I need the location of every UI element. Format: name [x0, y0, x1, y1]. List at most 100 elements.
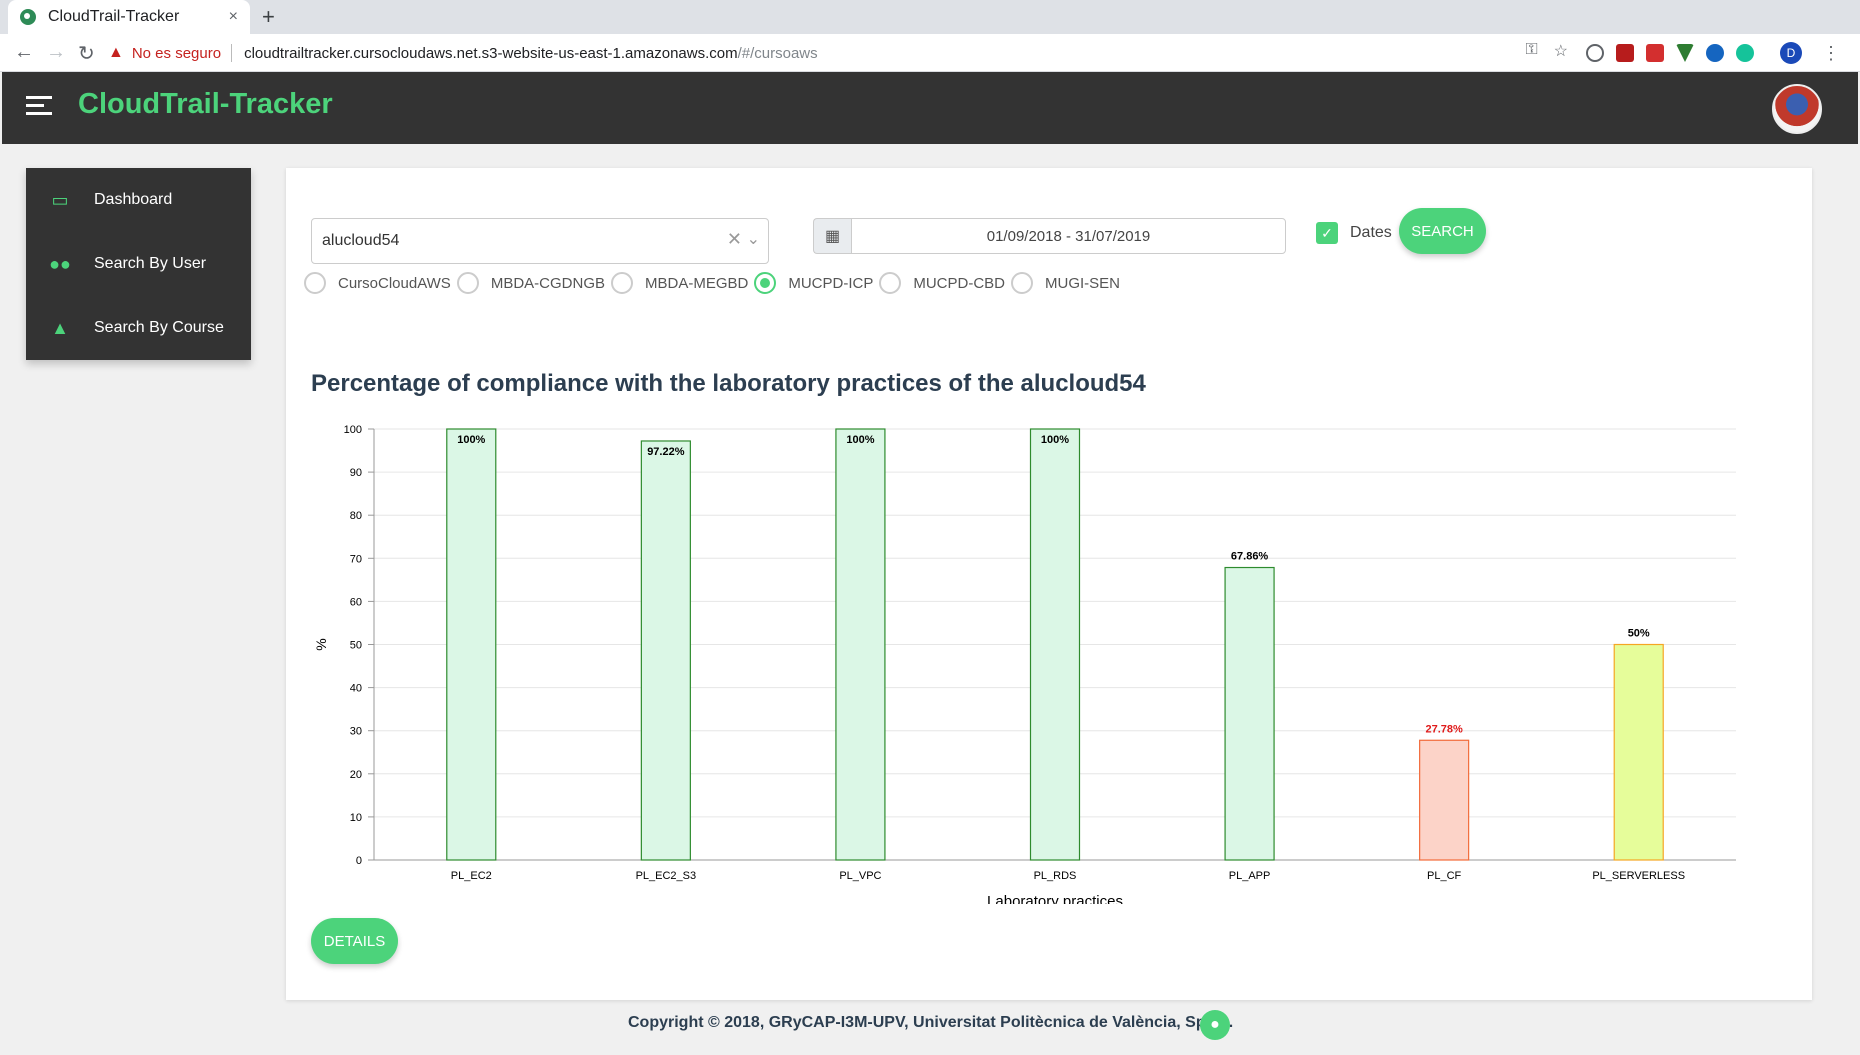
- radio-circle[interactable]: [611, 272, 633, 294]
- radio-mucpd-cbd[interactable]: MUCPD-CBD: [879, 272, 1005, 294]
- extension-red-icon[interactable]: [1616, 44, 1634, 62]
- course-radio-group: CursoCloudAWS MBDA-CGDNGB MBDA-MEGBD MUC…: [304, 272, 1126, 294]
- extension-blue-icon[interactable]: [1706, 44, 1724, 62]
- data-label: 67.86%: [1231, 551, 1269, 563]
- y-tick-label: 20: [350, 769, 362, 781]
- user-select[interactable]: alucloud54 ✕ ⌄: [311, 218, 769, 264]
- y-tick-label: 40: [350, 683, 362, 695]
- menu-toggle-icon[interactable]: [26, 96, 52, 118]
- calendar-icon[interactable]: ▦: [813, 218, 851, 254]
- radio-circle[interactable]: [456, 272, 479, 294]
- new-tab-button[interactable]: +: [262, 4, 275, 29]
- app-brand[interactable]: CloudTrail-Tracker: [78, 88, 333, 120]
- tab-title: CloudTrail-Tracker: [48, 8, 180, 25]
- extension-grammarly-icon[interactable]: [1736, 44, 1754, 62]
- x-tick-label: PL_CF: [1427, 870, 1462, 882]
- x-axis-title: Laboratory practices: [987, 893, 1123, 904]
- sidebar-item-dashboard[interactable]: ▭ Dashboard: [26, 168, 251, 232]
- details-button[interactable]: DETAILS: [311, 918, 398, 964]
- radio-mucpd-icp[interactable]: MUCPD-ICP: [754, 272, 873, 294]
- github-icon[interactable]: ●: [1200, 1010, 1230, 1040]
- compliance-bar-chart: 0 10 20 30 40 50 60 70 80 90 100 100% PL_EC2 97.22% PL…: [313, 424, 1736, 904]
- data-label: 27.78%: [1425, 723, 1463, 735]
- data-label: 50%: [1628, 628, 1650, 640]
- radio-mugi-sen[interactable]: MUGI-SEN: [1011, 272, 1120, 294]
- dates-checkbox[interactable]: ✓ Dates: [1316, 222, 1392, 244]
- bookmark-star-icon[interactable]: ☆: [1553, 43, 1568, 60]
- sidebar-item-label: Search By Course: [94, 319, 224, 336]
- radio-mbda-cgdngb[interactable]: MBDA-CGDNGB: [456, 272, 605, 294]
- data-label: 100%: [457, 434, 485, 446]
- chevron-down-icon[interactable]: ⌄: [746, 231, 760, 248]
- tab-close-icon[interactable]: ×: [228, 8, 238, 25]
- radio-label: MBDA-MEGBD: [645, 274, 749, 292]
- bar: [446, 428, 497, 861]
- bar: [1029, 428, 1081, 861]
- users-icon: ●●: [49, 253, 71, 274]
- bar: [835, 428, 886, 861]
- url-path: /#/cursoaws: [737, 44, 818, 62]
- chart-title: Percentage of compliance with the labora…: [311, 370, 1146, 397]
- warning-icon: ▲: [108, 44, 124, 61]
- admin-avatar[interactable]: [1772, 84, 1822, 134]
- app-header: CloudTrail-Tracker: [2, 72, 1858, 144]
- y-tick-label: 0: [356, 855, 362, 867]
- radio-label: MUCPD-CBD: [913, 274, 1006, 292]
- radio-circle[interactable]: [304, 272, 326, 294]
- y-tick-label: 50: [350, 640, 362, 652]
- extension-sync-icon[interactable]: [1586, 44, 1604, 62]
- radio-circle[interactable]: [754, 272, 777, 294]
- url-field[interactable]: ▲ No es seguro cloudtrailtracker.cursocl…: [108, 38, 1568, 68]
- browser-tab[interactable]: CloudTrail-Tracker ×: [8, 0, 250, 34]
- clear-icon[interactable]: ✕: [726, 229, 742, 249]
- y-tick-label: 80: [350, 510, 362, 522]
- key-icon[interactable]: ⚿: [1525, 41, 1538, 58]
- radio-circle[interactable]: [879, 272, 902, 294]
- back-icon[interactable]: ←: [14, 41, 34, 63]
- radio-label: MUGI-SEN: [1045, 274, 1121, 292]
- radio-cursocloudaws[interactable]: CursoCloudAWS: [304, 272, 451, 294]
- profile-avatar[interactable]: D: [1780, 42, 1802, 64]
- y-tick-label: 10: [350, 812, 362, 824]
- sidebar-item-search-by-user[interactable]: ●● Search By User: [26, 232, 251, 296]
- x-tick-label: PL_RDS: [1034, 870, 1077, 882]
- y-tick-label: 70: [350, 553, 362, 565]
- date-range-picker[interactable]: ▦ 01/09/2018 - 31/07/2019: [813, 218, 1286, 254]
- sidebar-item-search-by-course[interactable]: ▲ Search By Course: [26, 296, 251, 360]
- x-tick-label: PL_EC2_S3: [636, 870, 697, 882]
- x-tick-label: PL_EC2: [451, 870, 492, 882]
- graduation-cap-icon: ▲: [51, 317, 69, 338]
- data-label: 100%: [846, 434, 874, 446]
- monitor-icon: ▭: [51, 189, 69, 210]
- main-card: alucloud54 ✕ ⌄ ▦ 01/09/2018 - 31/07/2019…: [286, 168, 1812, 1000]
- extensions-bar: D ⋮: [1586, 42, 1840, 64]
- extension-cors-icon[interactable]: [1646, 44, 1664, 62]
- browser-tab-bar: CloudTrail-Tracker × +: [0, 0, 1860, 34]
- y-tick-label: 90: [350, 467, 362, 479]
- sidebar-item-label: Dashboard: [94, 191, 173, 208]
- forward-icon[interactable]: →: [46, 41, 66, 63]
- bar: [1419, 739, 1470, 861]
- browser-menu-icon[interactable]: ⋮: [1822, 42, 1840, 63]
- user-select-value: alucloud54: [322, 232, 400, 249]
- search-button[interactable]: SEARCH: [1399, 208, 1486, 254]
- y-tick-label: 100: [344, 424, 362, 436]
- url-host: cloudtrailtracker.cursocloudaws.net.s3-w…: [244, 44, 738, 62]
- insecure-label[interactable]: No es seguro: [131, 44, 222, 62]
- y-axis-title: %: [313, 638, 329, 650]
- reload-icon[interactable]: ↻: [78, 43, 95, 65]
- data-label: 100%: [1041, 434, 1069, 446]
- radio-circle[interactable]: [1011, 272, 1034, 294]
- address-bar: ← → ↻ ▲ No es seguro cloudtrailtracker.c…: [0, 34, 1860, 72]
- bar: [1613, 643, 1664, 861]
- date-range-input[interactable]: 01/09/2018 - 31/07/2019: [851, 218, 1286, 254]
- checkmark-icon[interactable]: ✓: [1316, 222, 1338, 244]
- extension-vue-icon[interactable]: [1676, 44, 1694, 62]
- radio-mbda-megbd[interactable]: MBDA-MEGBD: [611, 272, 748, 294]
- x-tick-label: PL_VPC: [839, 870, 881, 882]
- footer-copyright: Copyright © 2018, GRyCAP-I3M-UPV, Univer…: [628, 1014, 1234, 1031]
- y-tick-label: 30: [350, 726, 362, 738]
- dates-checkbox-label: Dates: [1350, 224, 1392, 241]
- bar: [1224, 566, 1275, 861]
- sidebar: ▭ Dashboard ●● Search By User ▲ Search B…: [26, 168, 251, 360]
